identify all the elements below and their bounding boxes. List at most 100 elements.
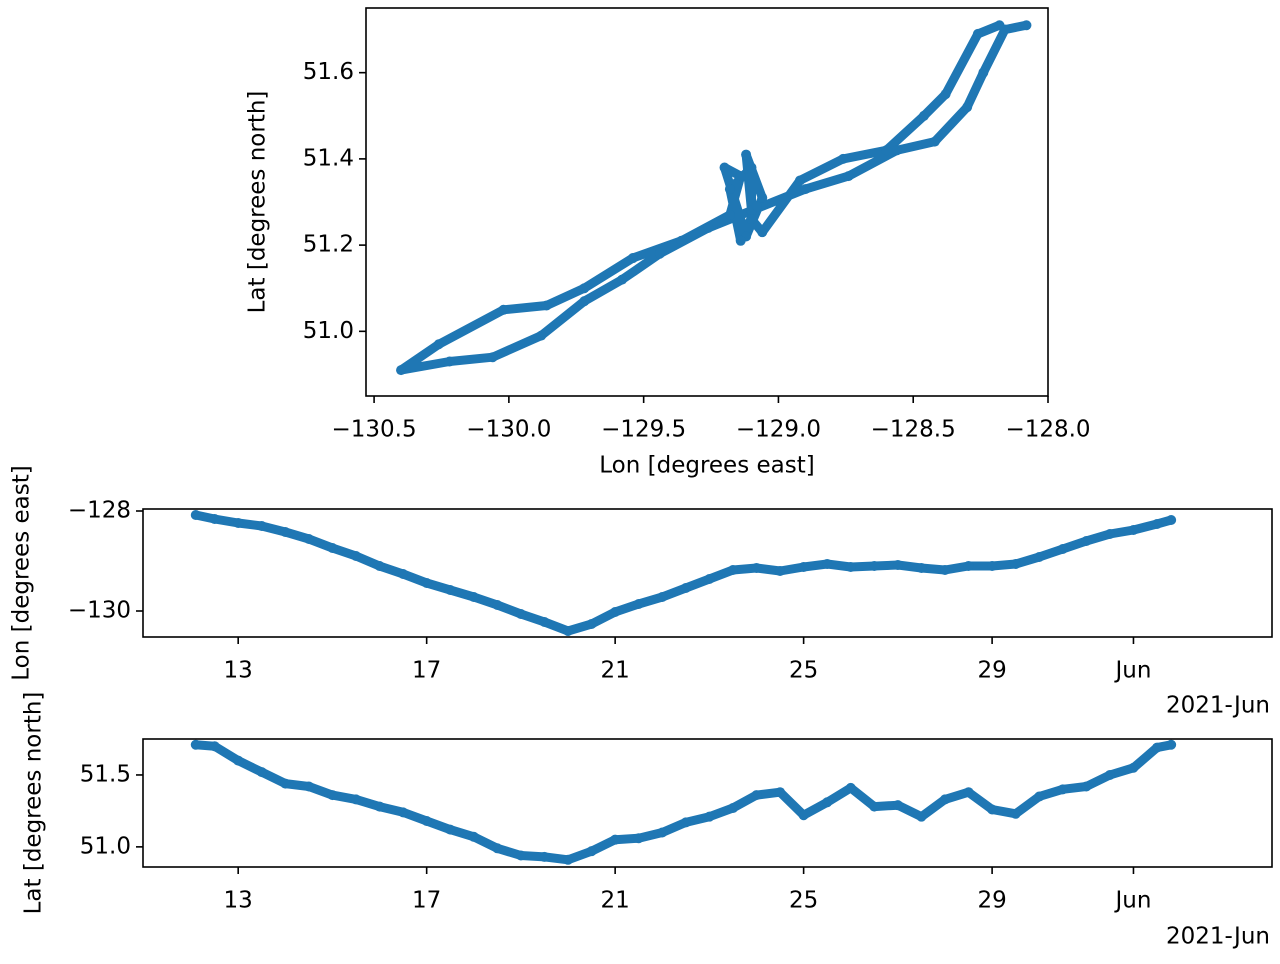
x-tick-label: 29 (977, 888, 1006, 914)
point (327, 790, 338, 801)
point (209, 514, 220, 524)
point (444, 356, 455, 367)
point (892, 560, 903, 570)
point (795, 175, 805, 186)
point (1081, 536, 1092, 546)
point (962, 102, 973, 113)
point (892, 145, 903, 156)
point (676, 235, 687, 246)
point (398, 807, 409, 818)
y-tick-label: 51.4 (303, 145, 354, 171)
point (822, 797, 833, 808)
point (1152, 519, 1163, 529)
y-axis-label: Lat [degrees north] (245, 91, 271, 314)
x-tick-label: Jun (1113, 888, 1151, 914)
x-tick-label: −129.5 (601, 417, 686, 443)
point (987, 561, 998, 571)
point (487, 352, 498, 363)
point (724, 184, 735, 195)
x-tick-label: −128.5 (871, 417, 956, 443)
point (233, 755, 244, 766)
point (536, 330, 547, 341)
x-axis-label: Lon [degrees east] (599, 453, 814, 479)
point (963, 561, 974, 571)
y-tick-label: 51.0 (303, 318, 354, 344)
point (978, 67, 989, 78)
point (892, 800, 903, 811)
point (280, 527, 291, 537)
axes-frame (142, 508, 1273, 638)
point (680, 583, 691, 593)
point (680, 817, 691, 828)
point (1104, 769, 1115, 780)
point (704, 811, 715, 822)
point (421, 578, 432, 588)
point (233, 518, 244, 528)
track-line (396, 20, 1031, 375)
x-tick-label: −129.0 (736, 417, 821, 443)
x-offset-label: 2021-Jun (1166, 924, 1270, 950)
point (1128, 762, 1139, 773)
point (374, 801, 385, 812)
point (741, 149, 752, 160)
point (972, 28, 983, 39)
point (633, 599, 644, 609)
x-tick-label: 17 (412, 658, 441, 684)
x-tick-label: 17 (412, 888, 441, 914)
point (610, 607, 621, 617)
y-tick-label: 51.6 (303, 59, 354, 85)
y-tick-label: 51.0 (80, 833, 131, 859)
point (633, 833, 644, 844)
point (627, 253, 638, 264)
point (916, 563, 927, 573)
point (1104, 529, 1115, 539)
x-tick-label: −128.0 (1005, 417, 1090, 443)
point (350, 794, 361, 805)
point (539, 851, 550, 862)
track-line (191, 510, 1176, 636)
point (1166, 739, 1177, 750)
point (822, 559, 833, 569)
point (563, 626, 574, 636)
point (775, 566, 786, 576)
point (735, 171, 746, 182)
point (256, 767, 267, 778)
point (845, 562, 856, 572)
point (280, 778, 291, 789)
point (1057, 784, 1068, 795)
point (303, 781, 314, 792)
point (610, 834, 621, 845)
point (727, 803, 738, 814)
track-line (191, 740, 1176, 865)
x-tick-label: 21 (601, 888, 630, 914)
point (579, 296, 590, 307)
point (746, 214, 757, 225)
point (798, 810, 809, 821)
y-tick-label: −130 (68, 598, 131, 624)
y-axis-label: Lat [degrees north] (21, 692, 47, 915)
x-tick-label: 25 (789, 888, 818, 914)
point (843, 171, 854, 182)
point (617, 274, 628, 285)
point (256, 521, 267, 531)
point (398, 569, 409, 579)
point (798, 562, 809, 572)
point (209, 741, 220, 752)
point (869, 561, 880, 571)
point (445, 585, 456, 595)
point (735, 235, 746, 246)
point (963, 787, 974, 798)
point (327, 543, 338, 553)
point (657, 592, 668, 602)
point (1010, 559, 1021, 569)
point (939, 565, 950, 575)
point (1166, 515, 1177, 525)
point (751, 563, 762, 573)
point (757, 192, 768, 203)
point (190, 510, 201, 520)
point (775, 787, 786, 798)
point (350, 551, 361, 561)
point (929, 136, 940, 147)
point (468, 592, 479, 602)
point (845, 782, 856, 793)
